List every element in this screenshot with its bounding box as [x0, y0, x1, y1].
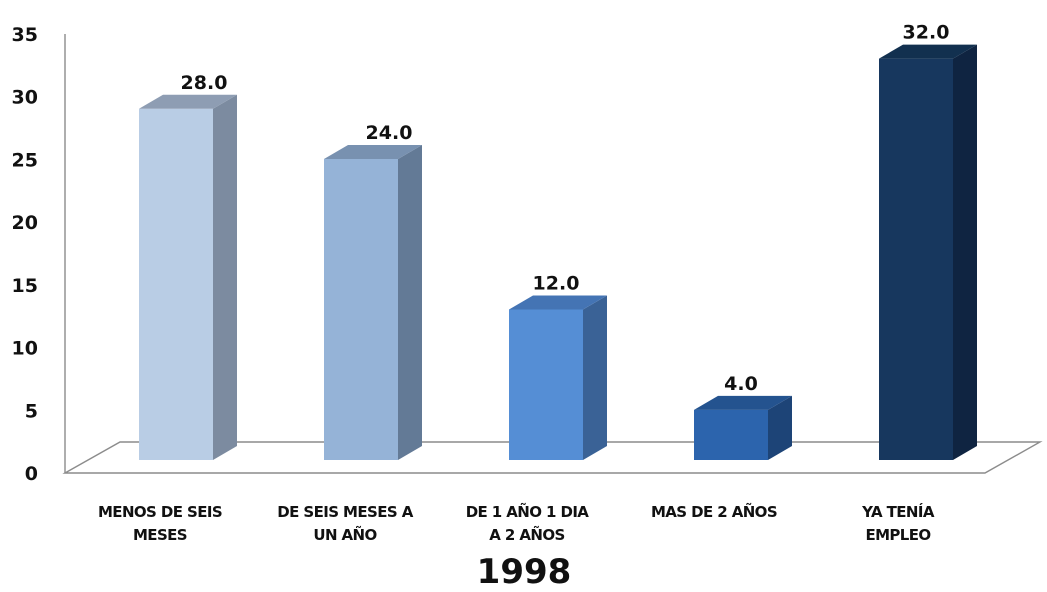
y-tick-label: 10 — [12, 338, 38, 360]
bar-front — [694, 409, 768, 460]
bar-value-label: 24.0 — [366, 122, 413, 144]
bar-front — [879, 58, 953, 460]
bar — [324, 144, 422, 460]
bar-front — [509, 309, 583, 460]
y-tick-label: 30 — [12, 87, 38, 109]
bar-top — [694, 395, 792, 410]
bar-top — [879, 44, 977, 59]
bar-value-label: 28.0 — [181, 72, 228, 94]
bar-value-label: 4.0 — [724, 373, 758, 395]
bar-side — [953, 44, 977, 460]
bars — [139, 44, 977, 461]
bar-front — [324, 158, 398, 460]
bar-side — [213, 94, 237, 461]
bar-value-label: 12.0 — [533, 272, 580, 294]
y-tick-label: 15 — [12, 275, 38, 297]
y-tick-label: 20 — [12, 212, 38, 234]
y-tick-label: 35 — [12, 24, 38, 46]
bar-side — [583, 295, 607, 460]
bar — [139, 94, 237, 461]
bar-top — [324, 144, 422, 159]
bar-value-label: 32.0 — [903, 22, 950, 44]
bar-top — [509, 295, 607, 310]
bar-top — [139, 94, 237, 109]
y-axis: 0 5 10 15 20 25 30 35 — [12, 24, 66, 485]
category-label: YA TENÍA EMPLEO — [861, 502, 935, 544]
chart-title: 1998 — [477, 552, 572, 588]
bar — [879, 44, 977, 460]
category-label: MAS DE 2 AÑOS — [651, 502, 777, 521]
bar — [694, 395, 792, 460]
bar-front — [139, 108, 213, 461]
category-label: DE SEIS MESES A UN AÑO — [277, 503, 413, 544]
data-labels: 28.0 24.0 12.0 4.0 32.0 — [181, 22, 950, 395]
y-tick-label: 0 — [25, 463, 38, 485]
bar-side — [398, 144, 422, 460]
bar-side — [768, 395, 792, 460]
category-label: MENOS DE SEIS MESES — [98, 503, 222, 544]
bar — [509, 295, 607, 460]
category-label: DE 1 AÑO 1 DIA A 2 AÑOS — [466, 502, 590, 544]
y-tick-label: 5 — [25, 400, 38, 422]
x-axis-categories: MENOS DE SEIS MESES DE SEIS MESES A UN AÑO D… — [98, 502, 935, 544]
y-tick-label: 25 — [12, 149, 38, 171]
